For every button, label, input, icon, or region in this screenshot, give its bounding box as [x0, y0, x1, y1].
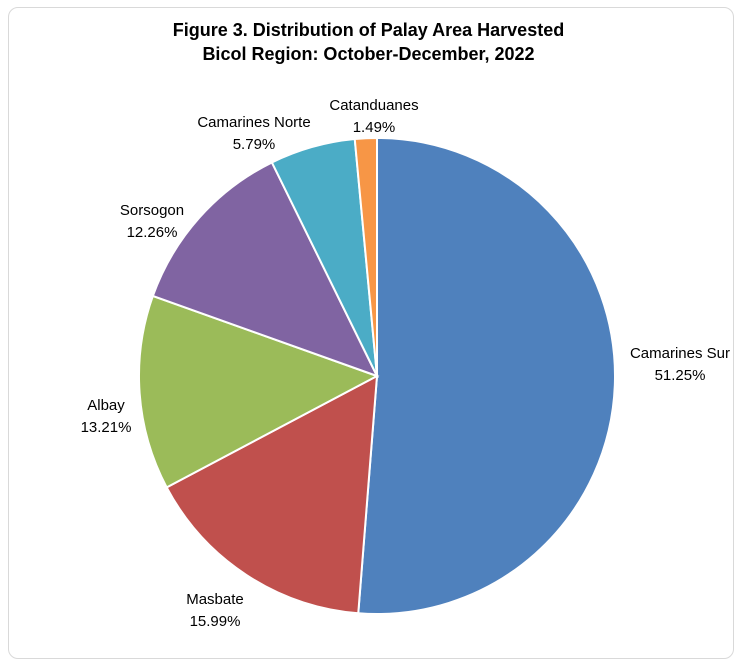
slice-label-camarines-norte: Camarines Norte	[197, 114, 310, 131]
slice-value-albay: 13.21%	[81, 419, 132, 436]
pie-slice-albay	[138, 294, 380, 489]
pie-slice-catanduanes	[353, 136, 378, 377]
pie-slice-masbate	[165, 374, 379, 615]
slice-value-camarines-norte: 5.79%	[233, 136, 276, 153]
slice-label-sorsogon: Sorsogon	[120, 202, 184, 219]
pie-slice-camarines-sur	[357, 136, 616, 615]
pie-slice-sorsogon	[151, 161, 379, 378]
slice-label-albay: Albay	[87, 397, 125, 414]
slice-label-camarines-sur: Camarines Sur	[630, 345, 730, 362]
slice-value-camarines-sur: 51.25%	[655, 367, 706, 384]
slice-value-catanduanes: 1.49%	[353, 119, 396, 136]
slice-label-catanduanes: Catanduanes	[329, 97, 418, 114]
slice-value-masbate: 15.99%	[190, 613, 241, 630]
slice-value-sorsogon: 12.26%	[127, 224, 178, 241]
chart-subtitle: Bicol Region: October-December, 2022	[202, 44, 535, 64]
slice-label-masbate: Masbate	[186, 591, 244, 608]
chart-title: Figure 3. Distribution of Palay Area Har…	[172, 20, 565, 40]
chart-title-block: Figure 3. Distribution of Palay Area Har…	[0, 18, 737, 66]
